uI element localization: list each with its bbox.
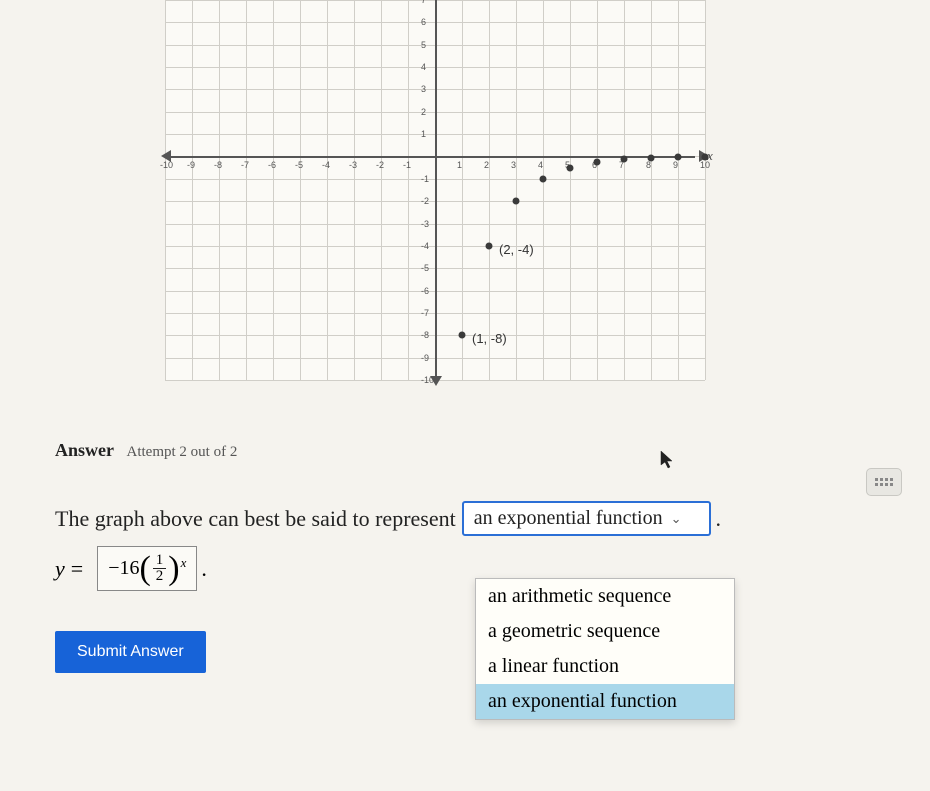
right-paren: ) xyxy=(168,555,179,582)
fraction-numerator: 1 xyxy=(153,553,167,569)
y-tick-label: -1 xyxy=(421,174,429,184)
data-point xyxy=(567,164,574,171)
submit-label: Submit Answer xyxy=(77,643,184,660)
y-tick-label: 7 xyxy=(421,0,426,5)
y-tick-label: -6 xyxy=(421,286,429,296)
y-axis xyxy=(435,0,437,380)
y-tick-label: -7 xyxy=(421,308,429,318)
fraction-denominator: 2 xyxy=(153,569,167,584)
data-point xyxy=(594,159,601,166)
answer-label: Answer xyxy=(55,440,114,460)
x-tick-label: -1 xyxy=(403,160,411,170)
dropdown-option[interactable]: an exponential function xyxy=(476,684,734,719)
dropdown-selected-text: an exponential function xyxy=(474,507,663,530)
x-tick-label: 10 xyxy=(700,160,710,170)
point-label: (1, -8) xyxy=(472,331,507,346)
dropdown-option[interactable]: a geometric sequence xyxy=(476,614,734,649)
y-tick-label: 6 xyxy=(421,17,426,27)
equals-sign: = xyxy=(71,556,83,582)
y-tick-label: -8 xyxy=(421,330,429,340)
grid-line xyxy=(678,0,679,380)
y-tick-label: -4 xyxy=(421,241,429,251)
data-point xyxy=(540,175,547,182)
y-tick-label: 5 xyxy=(421,40,426,50)
dropdown-option[interactable]: a linear function xyxy=(476,649,734,684)
equation-lhs: y xyxy=(55,556,65,582)
x-tick-label: -10 xyxy=(160,160,173,170)
data-point xyxy=(459,332,466,339)
y-tick-label: 2 xyxy=(421,107,426,117)
keyboard-icon[interactable] xyxy=(866,468,902,496)
coefficient: −16 xyxy=(108,557,139,580)
grid-line xyxy=(570,0,571,380)
x-tick-label: 4 xyxy=(538,160,543,170)
x-tick-label: 3 xyxy=(511,160,516,170)
x-tick-label: -8 xyxy=(214,160,222,170)
y-tick-label: 1 xyxy=(421,129,426,139)
y-tick-label: -9 xyxy=(421,353,429,363)
grid-line xyxy=(462,0,463,380)
x-tick-label: -7 xyxy=(241,160,249,170)
x-axis xyxy=(165,156,695,158)
x-tick-label: -4 xyxy=(322,160,330,170)
question-prefix: The graph above can best be said to repr… xyxy=(55,506,456,532)
grid-line xyxy=(327,0,328,380)
function-type-dropdown-menu[interactable]: an arithmetic sequencea geometric sequen… xyxy=(475,578,735,720)
grid-line xyxy=(165,0,166,380)
grid-line xyxy=(354,0,355,380)
attempt-text: Attempt 2 out of 2 xyxy=(127,444,238,460)
fraction: 1 2 xyxy=(153,553,167,584)
grid-line xyxy=(543,0,544,380)
function-type-dropdown[interactable]: an exponential function ⌄ xyxy=(462,501,712,536)
data-point xyxy=(486,242,493,249)
question-row: The graph above can best be said to repr… xyxy=(55,501,930,536)
x-tick-label: -6 xyxy=(268,160,276,170)
x-tick-label: -2 xyxy=(376,160,384,170)
y-tick-label: -3 xyxy=(421,219,429,229)
data-point xyxy=(702,153,709,160)
grid-line xyxy=(408,0,409,380)
coordinate-graph: x-10-9-8-7-6-5-4-3-2-112345678910-10-9-8… xyxy=(165,0,705,380)
y-tick-label: 4 xyxy=(421,62,426,72)
grid-line xyxy=(192,0,193,380)
x-tick-label: 1 xyxy=(457,160,462,170)
grid-line xyxy=(273,0,274,380)
grid-line xyxy=(624,0,625,380)
submit-answer-button[interactable]: Submit Answer xyxy=(55,631,206,673)
data-point xyxy=(675,154,682,161)
x-tick-label: -3 xyxy=(349,160,357,170)
dropdown-option[interactable]: an arithmetic sequence xyxy=(476,579,734,614)
grid-line xyxy=(705,0,706,380)
y-tick-label: -5 xyxy=(421,263,429,273)
equation-period: . xyxy=(201,556,207,582)
y-tick-label: 3 xyxy=(421,84,426,94)
x-tick-label: -5 xyxy=(295,160,303,170)
data-point xyxy=(621,156,628,163)
grid-line xyxy=(219,0,220,380)
x-tick-label: -9 xyxy=(187,160,195,170)
x-tick-label: 8 xyxy=(646,160,651,170)
point-label: (2, -4) xyxy=(499,242,534,257)
left-paren: ( xyxy=(139,555,150,582)
grid-line xyxy=(651,0,652,380)
grid-line xyxy=(381,0,382,380)
data-point xyxy=(648,154,655,161)
x-tick-label: 9 xyxy=(673,160,678,170)
grid-line xyxy=(300,0,301,380)
grid-line xyxy=(516,0,517,380)
grid-line xyxy=(246,0,247,380)
exponent: x xyxy=(181,555,187,571)
data-point xyxy=(513,198,520,205)
y-tick-label: -2 xyxy=(421,196,429,206)
cursor-icon xyxy=(660,450,674,470)
y-tick-label: -10 xyxy=(421,375,434,385)
equation-input[interactable]: −16 ( 1 2 ) x xyxy=(97,546,197,591)
grid-line xyxy=(489,0,490,380)
grid-line xyxy=(597,0,598,380)
question-period: . xyxy=(715,506,721,532)
chevron-down-icon: ⌄ xyxy=(671,511,682,527)
x-tick-label: 2 xyxy=(484,160,489,170)
answer-heading-row: Answer Attempt 2 out of 2 xyxy=(55,440,930,461)
